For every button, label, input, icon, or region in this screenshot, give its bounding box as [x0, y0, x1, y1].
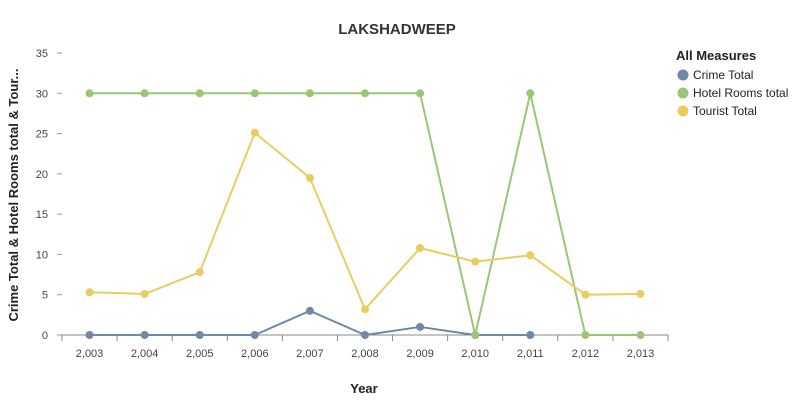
x-tick-label: 2,005	[186, 348, 214, 360]
data-point	[526, 331, 535, 339]
chart-title: LAKSHADWEEP	[338, 21, 456, 38]
y-tick-label: 5	[42, 290, 48, 302]
data-point	[581, 290, 590, 299]
data-point	[471, 331, 480, 339]
data-point	[250, 331, 259, 339]
x-tick-label: 2,010	[461, 348, 489, 360]
legend-marker	[677, 87, 689, 99]
series-crime-total	[85, 306, 535, 339]
data-point	[636, 331, 645, 339]
legend-marker	[677, 69, 689, 81]
data-point	[140, 89, 149, 98]
data-point	[250, 89, 259, 98]
data-point	[361, 331, 369, 339]
data-point	[305, 173, 314, 182]
data-point	[305, 306, 314, 315]
x-tick-label: 2,008	[351, 348, 379, 360]
data-point	[85, 288, 94, 297]
y-tick-label: 10	[36, 249, 48, 261]
y-tick-label: 30	[36, 88, 48, 100]
data-point	[85, 89, 94, 98]
data-point	[140, 331, 149, 339]
legend-title: All Measures	[676, 48, 756, 63]
x-tick-label: 2,011	[517, 348, 544, 360]
data-point	[85, 331, 94, 339]
y-tick-label: 25	[36, 129, 48, 141]
x-tick-label: 2,007	[296, 348, 324, 360]
data-point	[526, 89, 535, 98]
x-tick-label: 2,012	[572, 348, 600, 360]
data-point	[195, 268, 204, 277]
legend-label: Tourist Total	[693, 104, 757, 118]
series-layer	[85, 89, 645, 339]
data-point	[526, 251, 535, 260]
data-point	[581, 331, 590, 339]
x-tick-label: 2,009	[406, 348, 434, 360]
data-point	[636, 289, 645, 298]
data-point	[195, 331, 204, 339]
series-tourist-total	[85, 128, 645, 314]
y-axis-label: Crime Total & Hotel Rooms total & Tour..…	[6, 68, 21, 321]
x-axis-label: Year	[350, 381, 377, 396]
y-tick-label: 15	[36, 209, 48, 221]
x-tick-label: 2,006	[241, 348, 269, 360]
series-hotel-rooms-total	[85, 89, 645, 339]
series-line	[89, 131, 641, 311]
legend-label: Hotel Rooms total	[693, 86, 788, 100]
series-line	[89, 92, 641, 336]
x-tick-label: 2,004	[131, 348, 159, 360]
data-point	[361, 305, 369, 314]
y-tick-label: 20	[36, 169, 48, 181]
legend: All Measures Crime Total Hotel Rooms tota…	[676, 48, 788, 118]
data-point	[361, 89, 369, 98]
data-point	[416, 243, 425, 252]
legend-marker	[677, 105, 689, 117]
data-point	[250, 128, 259, 137]
y-tick-label: 35	[36, 48, 48, 60]
data-point	[416, 89, 425, 98]
x-tick-label: 2,013	[627, 348, 655, 360]
data-point	[140, 289, 149, 298]
x-tick-label: 2,003	[76, 348, 104, 360]
data-point	[305, 89, 314, 98]
legend-label: Crime Total	[693, 68, 753, 82]
data-point	[195, 89, 204, 98]
data-point	[471, 257, 480, 266]
y-tick-label: 0	[42, 330, 48, 342]
axes: 0 5 10 15 20 25 30 35 2,003 2,004 2,005 2,006 2,007 2…	[36, 48, 669, 360]
data-point	[416, 322, 425, 331]
